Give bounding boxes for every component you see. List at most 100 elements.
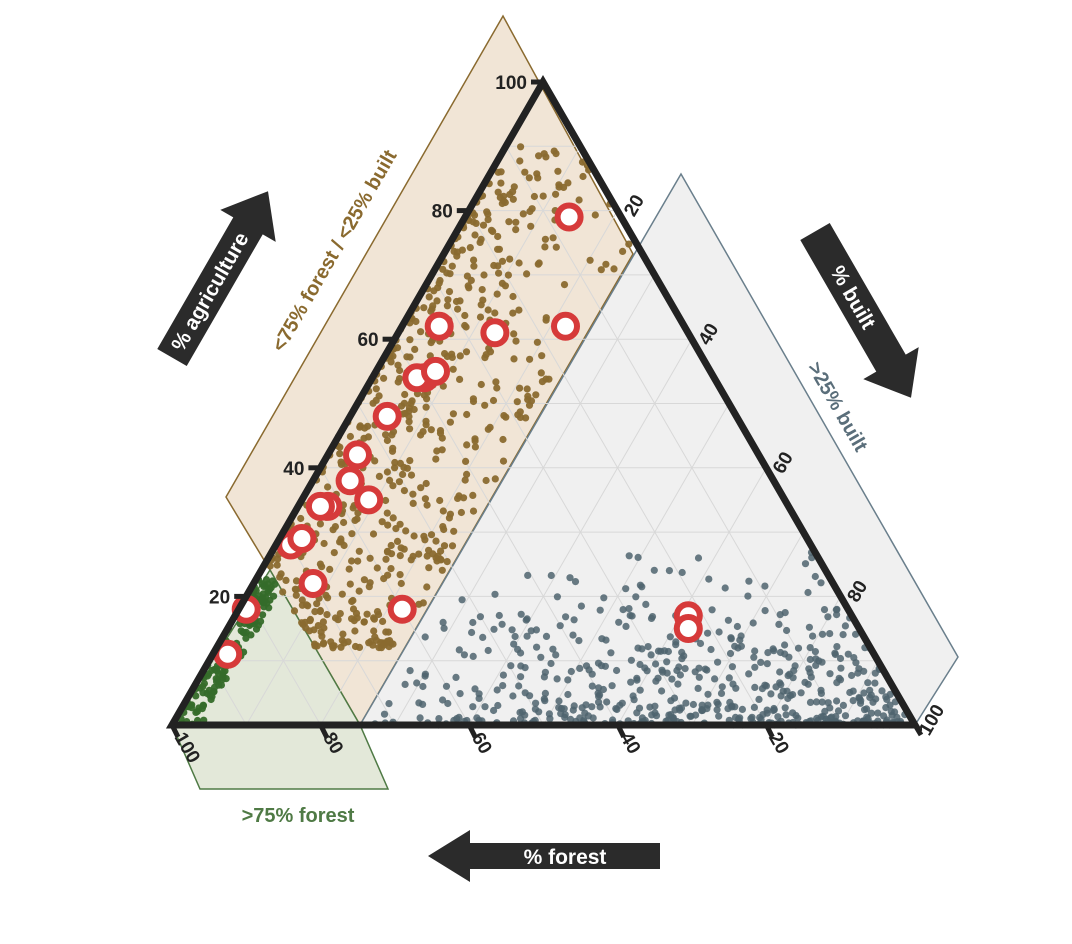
- forest-point: [205, 670, 213, 678]
- agriculture-point: [345, 565, 353, 573]
- agriculture-point: [395, 478, 403, 486]
- agriculture-point: [443, 302, 451, 310]
- agriculture-point: [389, 482, 397, 490]
- built-point: [733, 622, 742, 631]
- agriculture-point: [462, 348, 471, 356]
- agriculture-point: [432, 455, 440, 463]
- built-point: [801, 560, 810, 568]
- agriculture-point: [349, 596, 357, 605]
- built-point: [499, 682, 507, 690]
- agriculture-point: [382, 496, 390, 505]
- agriculture-point: [420, 532, 428, 540]
- built-point: [694, 684, 702, 693]
- agriculture-point: [445, 288, 454, 296]
- built-point: [757, 658, 765, 667]
- built-point: [833, 697, 841, 705]
- built-point: [675, 663, 683, 671]
- agriculture-point: [277, 570, 285, 578]
- built-point: [416, 714, 424, 722]
- built-point: [481, 703, 489, 711]
- agriculture-point: [320, 539, 328, 548]
- built-point: [646, 703, 654, 711]
- agriculture-point: [360, 576, 368, 584]
- agriculture-point: [512, 218, 520, 226]
- built-point: [541, 689, 550, 698]
- forest-point: [212, 675, 220, 683]
- agriculture-point: [500, 197, 508, 205]
- built-point: [806, 698, 815, 707]
- built-point: [726, 649, 735, 658]
- built-point: [805, 623, 814, 631]
- agriculture-point: [499, 457, 508, 465]
- built-point: [878, 687, 886, 695]
- agriculture-point: [463, 410, 471, 419]
- agriculture-point: [378, 518, 386, 526]
- agriculture-point: [449, 365, 457, 373]
- agriculture-point: [512, 337, 520, 345]
- agriculture-point: [497, 179, 505, 187]
- built-point: [725, 674, 733, 682]
- forest-tick: [466, 723, 478, 739]
- agriculture-point: [423, 501, 431, 509]
- agriculture-point: [438, 446, 446, 454]
- built-point: [553, 593, 562, 601]
- built-point: [833, 643, 841, 651]
- agriculture-point: [419, 599, 427, 607]
- built-point: [484, 646, 492, 655]
- agriculture-point: [535, 152, 543, 160]
- agriculture-point: [351, 642, 360, 651]
- built-point: [632, 593, 640, 601]
- built-axis-arrow: % built: [800, 223, 919, 398]
- built-point: [667, 697, 675, 705]
- built-point: [809, 632, 817, 640]
- agriculture-point: [401, 390, 409, 399]
- built-point: [831, 649, 839, 657]
- agriculture-point: [422, 403, 430, 411]
- agriculture-point: [354, 557, 362, 565]
- agriculture-point: [433, 447, 441, 455]
- built-point: [775, 620, 783, 629]
- forest-tick: [318, 723, 329, 739]
- built-point: [707, 645, 715, 654]
- built-point: [811, 572, 819, 581]
- built-point: [517, 610, 525, 618]
- agriculture-point: [297, 514, 305, 523]
- agriculture-point: [383, 548, 392, 556]
- built-point: [556, 622, 564, 630]
- built-point: [622, 585, 630, 593]
- agriculture-point: [400, 487, 408, 495]
- highlighted-point: [335, 466, 365, 496]
- built-point: [469, 703, 477, 711]
- built-point: [812, 661, 820, 670]
- built-point: [824, 613, 832, 621]
- agriculture-point: [326, 565, 334, 574]
- agriculture-point: [441, 350, 449, 358]
- agriculture-point: [306, 615, 314, 624]
- built-point: [648, 711, 656, 719]
- built-point: [776, 668, 784, 676]
- built-point: [874, 709, 882, 717]
- agriculture-point: [316, 607, 324, 616]
- agriculture-point: [481, 401, 489, 409]
- agriculture-point: [387, 358, 395, 366]
- built-point: [537, 653, 545, 661]
- agriculture-point: [516, 384, 524, 392]
- built-point: [792, 712, 800, 720]
- built-point: [511, 632, 519, 641]
- agriculture-point: [479, 296, 487, 304]
- agriculture-point: [481, 354, 489, 362]
- built-point: [663, 669, 671, 677]
- built-point: [689, 700, 698, 709]
- agriculture-point: [430, 287, 438, 295]
- built-point: [782, 711, 790, 719]
- built-point: [781, 704, 789, 712]
- agriculture-point: [273, 561, 281, 569]
- agriculture-point: [446, 418, 454, 426]
- built-point: [439, 618, 447, 627]
- agriculture-point: [317, 628, 325, 636]
- built-point: [460, 651, 468, 659]
- built-point: [705, 575, 713, 583]
- built-point: [509, 692, 517, 700]
- built-point: [824, 699, 832, 707]
- forest-axis-arrow: [428, 830, 660, 882]
